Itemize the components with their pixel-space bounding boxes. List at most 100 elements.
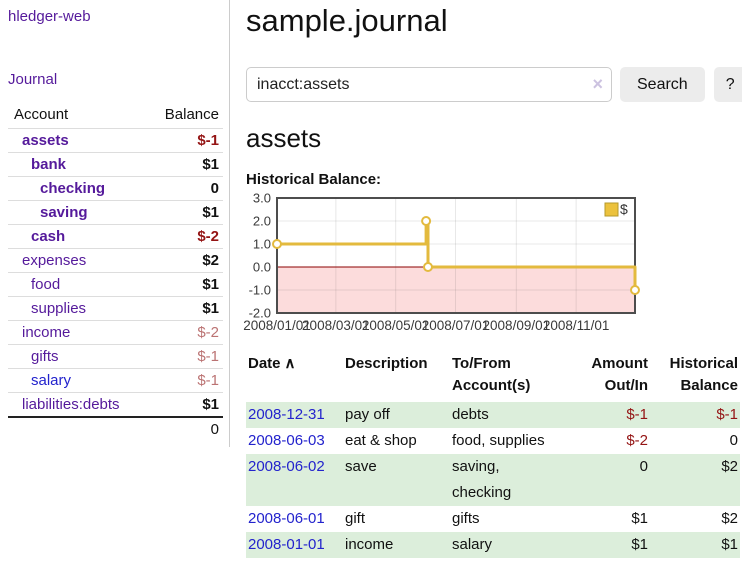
sort-ascending-icon: ∧: [284, 355, 296, 372]
y-axis-tick-label: 2.0: [253, 214, 271, 229]
accounts-header-balance: Balance: [164, 106, 219, 123]
accounts-total-value: 0: [146, 416, 223, 441]
register-header-accounts: To/From Account(s): [452, 355, 531, 394]
account-balance: $1: [146, 392, 223, 417]
chart-data-point: [630, 285, 640, 295]
transaction-date-link[interactable]: 2008-01-01: [248, 536, 325, 553]
account-row: bank $1: [8, 152, 223, 177]
register-header-description: Description: [345, 355, 428, 372]
x-axis-tick-label: 2008/09/01: [483, 318, 551, 333]
page: hledger-web Journal Account Balance asse…: [0, 0, 742, 558]
account-link-checking[interactable]: checking: [40, 180, 106, 197]
register-row: 2008-01-01 income salary $1 $1: [246, 532, 740, 558]
register-header-balance: Historical Balance: [669, 355, 738, 394]
account-row: liabilities:debts $1: [8, 392, 223, 417]
register-date-cell: 2008-12-31: [246, 402, 343, 428]
accounts-total-row: 0: [8, 416, 223, 441]
register-balance-cell: $1: [721, 536, 738, 553]
register-description-cell: pay off: [345, 406, 390, 423]
help-button[interactable]: ?: [713, 67, 742, 102]
account-link-food[interactable]: food: [31, 276, 61, 293]
transaction-date-link[interactable]: 2008-12-31: [248, 406, 325, 423]
register-header-amount: Amount Out/In: [591, 355, 648, 394]
account-link-gifts[interactable]: gifts: [31, 348, 59, 365]
register-row: 2008-06-02 save saving, checking 0 $2: [246, 454, 740, 506]
sidebar-item-journal[interactable]: Journal: [8, 71, 58, 88]
account-link-expenses[interactable]: expenses: [22, 252, 87, 269]
account-name-cell: food: [8, 272, 147, 297]
app-brand-link[interactable]: hledger-web: [8, 8, 91, 25]
account-name-cell: supplies: [8, 296, 147, 321]
register-balance-cell: $-1: [716, 406, 738, 423]
account-link-saving[interactable]: saving: [40, 204, 88, 221]
register-accounts-cell: salary: [452, 536, 493, 553]
search-input[interactable]: [246, 67, 612, 102]
x-axis-tick-label: 2008/07/01: [422, 318, 490, 333]
register-balance-cell: $2: [721, 510, 738, 527]
register-accounts-cell: food, supplies: [452, 432, 545, 449]
account-link-bank[interactable]: bank: [31, 156, 67, 173]
account-link-supplies[interactable]: supplies: [31, 300, 87, 317]
x-axis-tick-label: 2008/11/01: [543, 318, 610, 333]
transaction-date-link[interactable]: 2008-06-02: [248, 458, 325, 475]
account-balance: $1: [146, 272, 223, 297]
x-axis-tick-label: 2008/05/01: [362, 318, 430, 333]
account-balance: $-2: [146, 224, 223, 249]
chart-data-point: [423, 262, 433, 272]
sidebar: hledger-web Journal Account Balance asse…: [0, 0, 230, 558]
register-amount-cell: 0: [639, 458, 648, 475]
account-balance: $-1: [146, 344, 223, 369]
register-header-date[interactable]: Date ∧: [248, 355, 296, 372]
register-row: 2008-06-01 gift gifts $1 $2: [246, 506, 740, 532]
account-balance: $-1: [146, 128, 223, 153]
register-date-cell: 2008-06-03: [246, 428, 343, 454]
account-name-cell: bank: [8, 152, 147, 177]
historical-balance-chart: $3.0 2.0 1.0 0.0 -1.0 -2.0 2008/01/01 2008/03/0…: [243, 191, 742, 337]
chart-data-point: [272, 239, 282, 249]
main-content: sample.journal × Search ? assets Histori…: [230, 0, 742, 558]
accounts-header-row: Account Balance: [8, 103, 223, 129]
register-amount-cell: $1: [631, 510, 648, 527]
account-name-cell: gifts: [8, 344, 147, 369]
account-row: cash $-2: [8, 224, 223, 249]
account-balance: $1: [146, 296, 223, 321]
account-link-liabilities-debts[interactable]: liabilities:debts: [22, 396, 120, 413]
account-name-cell: income: [8, 320, 147, 345]
account-row: gifts $-1: [8, 344, 223, 369]
x-axis-tick-label: 2008/01/01: [243, 318, 311, 333]
account-link-income[interactable]: income: [22, 324, 71, 341]
register-description-cell: income: [345, 536, 394, 553]
clear-search-icon[interactable]: ×: [592, 74, 603, 94]
balance-chart-svg: $3.0 2.0 1.0 0.0 -1.0 -2.02008/01/012008/03/0…: [243, 191, 640, 333]
register-table: Date ∧ Description To/From Account(s) Amo…: [246, 351, 740, 558]
account-balance: $1: [146, 200, 223, 225]
account-row: checking 0: [8, 176, 223, 201]
chart-label: Historical Balance:: [246, 171, 382, 188]
search-box: ×: [246, 67, 612, 102]
register-row: 2008-12-31 pay off debts $-1 $-1: [246, 402, 740, 428]
chart-data-point: [421, 216, 432, 226]
account-link-salary[interactable]: salary: [31, 372, 72, 389]
account-name-cell: checking: [8, 176, 147, 201]
account-row: assets $-1: [8, 128, 223, 153]
account-row: salary $-1: [8, 368, 223, 393]
register-date-cell: 2008-06-01: [246, 506, 343, 532]
accounts-header-account: Account: [14, 106, 69, 123]
search-row: × Search ?: [246, 67, 742, 102]
register-date-cell: 2008-01-01: [246, 532, 343, 558]
account-link-cash[interactable]: cash: [31, 228, 66, 245]
transaction-date-link[interactable]: 2008-06-03: [248, 432, 325, 449]
y-axis-tick-label: 3.0: [253, 191, 271, 206]
register-description-cell: gift: [345, 510, 366, 527]
register-balance-cell: 0: [729, 432, 738, 449]
account-title: assets: [246, 123, 322, 153]
account-name-cell: assets: [8, 128, 147, 153]
register-accounts-cell: gifts: [452, 510, 480, 527]
register-description-cell: eat & shop: [345, 432, 417, 449]
transaction-date-link[interactable]: 2008-06-01: [248, 510, 325, 527]
register-date-cell: 2008-06-02: [246, 454, 343, 506]
account-link-assets[interactable]: assets: [22, 132, 69, 149]
search-button[interactable]: Search: [620, 67, 705, 102]
account-name-cell: cash: [8, 224, 147, 249]
y-axis-tick-label: 0.0: [253, 260, 271, 275]
